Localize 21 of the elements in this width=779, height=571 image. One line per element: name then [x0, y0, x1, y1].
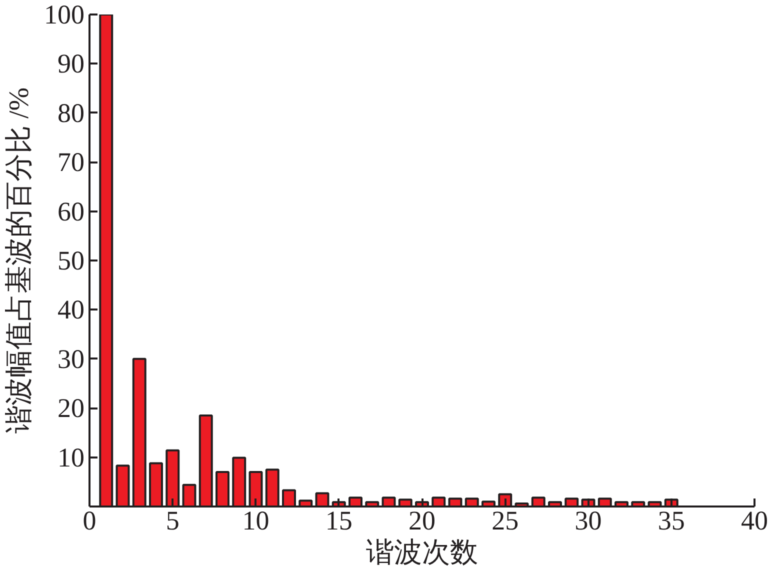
y-tick-label: 60 [58, 196, 84, 226]
y-tick-label: 30 [58, 344, 84, 374]
y-tick-label: 20 [58, 393, 84, 424]
x-axis-title: 谐波次数 [366, 538, 478, 568]
y-axis-title: 谐波幅值占基波的百分比 /% [4, 87, 35, 434]
x-tick-label: 0 [82, 506, 96, 536]
y-tick-label: 100 [44, 0, 84, 30]
y-tick-label: 50 [58, 246, 84, 276]
y-tick-label: 10 [58, 442, 84, 472]
x-tick-label: 30 [574, 506, 602, 536]
x-tick-label: 20 [408, 506, 436, 536]
x-tick-label: 25 [492, 506, 519, 536]
y-tick-label: 80 [58, 98, 84, 128]
x-tick-label: 15 [325, 506, 352, 536]
x-tick-label: 40 [741, 506, 768, 536]
x-tick-label: 35 [658, 506, 685, 536]
y-tick-label: 40 [58, 294, 84, 325]
x-tick-label: 5 [166, 506, 180, 536]
y-tick-label: 90 [58, 48, 84, 79]
y-tick-label: 70 [58, 147, 84, 178]
x-tick-label: 10 [242, 506, 270, 536]
